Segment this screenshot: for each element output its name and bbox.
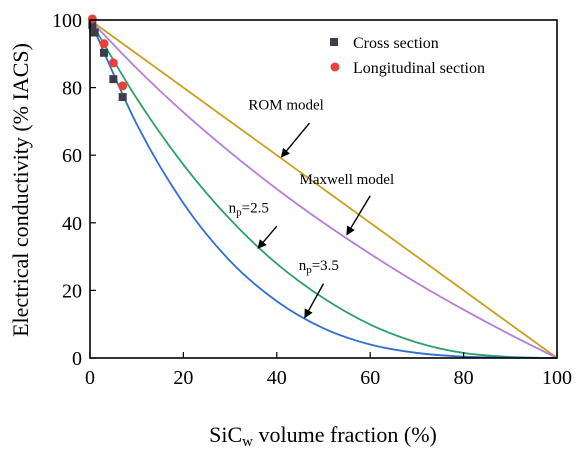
- annotation-np-2-5-main: n: [229, 201, 237, 217]
- legend-marker-longitudinal-section: [330, 62, 340, 72]
- y-tick-label-0: 0: [72, 348, 82, 370]
- y-tick-label-20: 20: [62, 280, 82, 302]
- annotation-np-3-5-main: n: [299, 258, 307, 274]
- annotation-np-2-5-sub: p: [236, 207, 242, 219]
- x-tick-label-60: 60: [360, 367, 380, 389]
- series-line-np-3-5: [89, 19, 558, 359]
- y-tick-label-60: 60: [62, 145, 82, 167]
- x-tick-label-40: 40: [267, 367, 287, 389]
- x-axis-title-rest: volume fraction (%): [253, 422, 437, 447]
- x-axis-title: SiCw volume fraction (%): [209, 422, 437, 450]
- series-layer: [89, 19, 558, 359]
- data-point-cross-section-1: [90, 28, 99, 37]
- y-axis-ticks: 0 20 40 60 80 100: [52, 10, 96, 370]
- x-axis-title-sub: w: [242, 434, 253, 450]
- legend-marker-cross-section: [330, 38, 338, 46]
- annotation-arrow-maxwell-model: [346, 195, 371, 236]
- x-tick-label-20: 20: [173, 367, 193, 389]
- data-point-cross-section-3: [109, 75, 118, 84]
- legend-label-cross-section: Cross section: [353, 35, 439, 52]
- scatter-layer: [87, 14, 128, 102]
- annotation-np-3-5: np=3.5: [299, 258, 339, 276]
- annotation-rom-model: ROM model: [248, 98, 323, 114]
- series-line-np-2-5: [89, 19, 558, 359]
- x-axis-ticks: 0 20 40 60 80 100: [85, 352, 572, 389]
- series-line-maxwell-model: [89, 19, 558, 359]
- annotation-maxwell-model: Maxwell model: [300, 172, 395, 188]
- x-tick-label-100: 100: [542, 367, 572, 389]
- x-tick-label-80: 80: [454, 367, 474, 389]
- annotation-arrow-np-2-5: [257, 225, 278, 249]
- data-point-cross-section-4: [118, 93, 127, 102]
- annotation-rom-model-main: ROM model: [248, 98, 323, 114]
- data-point-cross-section-0: [88, 21, 97, 30]
- annotation-arrow-np-3-5: [304, 283, 325, 319]
- y-tick-label-80: 80: [62, 78, 82, 100]
- annotation-np-3-5-rest: =3.5: [312, 258, 339, 274]
- data-point-longitudinal-section-0: [87, 14, 97, 24]
- data-point-longitudinal-section-1: [99, 39, 109, 49]
- annotation-np-3-5-sub: p: [306, 264, 312, 276]
- y-tick-label-40: 40: [62, 213, 82, 235]
- annotation-np-2-5: np=2.5: [229, 201, 269, 219]
- legend: Cross section Longitudinal section: [330, 35, 485, 77]
- x-tick-label-0: 0: [85, 367, 95, 389]
- annotation-arrow-rom-model: [280, 122, 311, 158]
- plot-frame: [89, 19, 558, 359]
- y-tick-label-100: 100: [52, 10, 82, 32]
- legend-label-longitudinal-section: Longitudinal section: [353, 60, 485, 77]
- annotation-np-2-5-rest: =2.5: [242, 201, 269, 217]
- annotation-maxwell-model-main: Maxwell model: [300, 172, 395, 188]
- data-point-cross-section-2: [100, 48, 109, 57]
- x-axis-title-main: SiC: [209, 422, 242, 447]
- y-axis-title: Electrical conductivity (% IACS): [8, 43, 33, 337]
- data-point-longitudinal-section-2: [108, 58, 118, 68]
- series-line-rom-model: [89, 19, 558, 359]
- data-point-longitudinal-section-3: [118, 81, 128, 91]
